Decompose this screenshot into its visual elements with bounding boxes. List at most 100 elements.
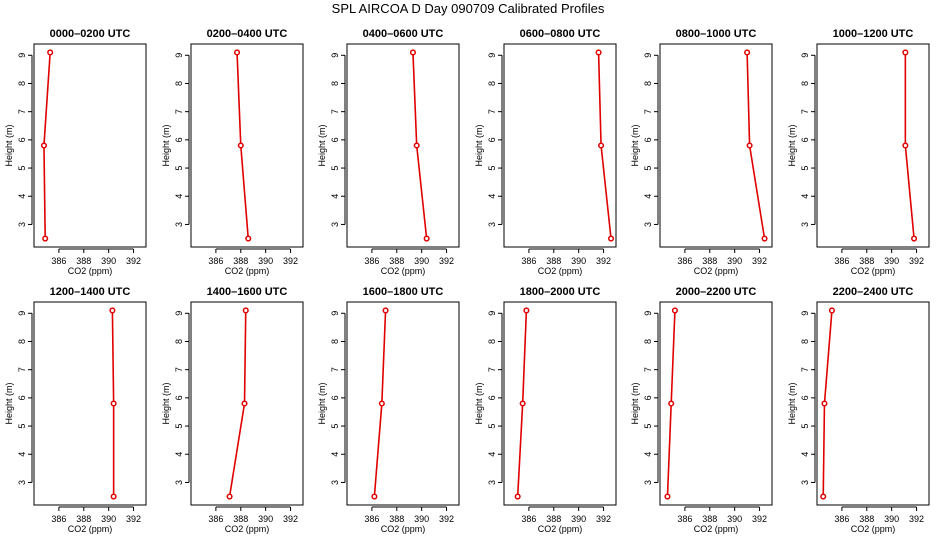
panel-title: 0600–0800 UTC <box>520 28 601 40</box>
x-tick-label: 392 <box>283 514 298 524</box>
x-axis-label: CO2 (ppm) <box>851 266 896 276</box>
plot-frame <box>33 301 147 506</box>
panel: 0600–0800 UTC 386 388 390 392 CO2 (ppm) 3 4 5 6 7 8… <box>474 28 617 276</box>
y-tick-label: 7 <box>174 109 184 114</box>
y-axis-label: Height (m) <box>474 124 484 166</box>
y-tick-label: 3 <box>800 480 810 485</box>
y-tick-label: 6 <box>174 395 184 400</box>
x-tick-label: 390 <box>414 256 429 266</box>
x-tick-label: 392 <box>596 514 611 524</box>
y-tick-label: 3 <box>800 222 810 227</box>
data-point <box>233 49 241 56</box>
y-tick-label: 9 <box>487 53 497 58</box>
y-tick-label: 6 <box>643 395 653 400</box>
y-axis-label: Height (m) <box>317 382 327 424</box>
data-point <box>744 49 751 56</box>
x-tick-label: 386 <box>834 514 849 524</box>
panel-title: 1600–1800 UTC <box>363 286 444 298</box>
y-tick-label: 5 <box>487 424 497 429</box>
x-tick-label: 392 <box>909 256 924 266</box>
y-tick-label: 3 <box>643 480 653 485</box>
y-tick-label: 8 <box>800 339 810 344</box>
x-tick-label: 386 <box>208 256 223 266</box>
panel-title: 2200–2400 UTC <box>833 286 914 298</box>
y-tick-label: 5 <box>17 166 27 171</box>
x-tick-label: 390 <box>101 514 116 524</box>
plot-frame <box>33 43 147 248</box>
y-tick-label: 9 <box>330 53 340 58</box>
y-tick-label: 5 <box>800 166 810 171</box>
x-tick-label: 392 <box>439 514 454 524</box>
x-tick-label: 390 <box>414 514 429 524</box>
y-tick-label: 3 <box>643 222 653 227</box>
y-tick-label: 5 <box>800 424 810 429</box>
y-tick-label: 4 <box>487 194 497 199</box>
y-tick-label: 8 <box>643 81 653 86</box>
y-tick-label: 9 <box>800 311 810 316</box>
data-point <box>242 307 249 314</box>
y-tick-label: 3 <box>174 480 184 485</box>
x-tick-label: 386 <box>51 514 66 524</box>
x-tick-label: 388 <box>859 256 874 266</box>
data-point <box>598 142 605 149</box>
x-tick-label: 386 <box>364 256 379 266</box>
data-point <box>607 235 615 242</box>
y-axis-label: Height (m) <box>630 382 640 424</box>
x-axis-label: CO2 (ppm) <box>694 266 739 276</box>
panel-title: 1800–2000 UTC <box>520 286 601 298</box>
y-tick-label: 7 <box>487 109 497 114</box>
y-axis-label: Height (m) <box>787 124 797 166</box>
y-tick-label: 5 <box>17 424 27 429</box>
panel: 0800–1000 UTC 386 388 390 392 CO2 (ppm) 3 4 5 6 7 8… <box>630 28 773 276</box>
panel: 1600–1800 UTC 386 388 390 392 CO2 (ppm) 3 4 5 6 7 8… <box>317 286 460 534</box>
x-axis-label: CO2 (ppm) <box>381 266 426 276</box>
y-tick-label: 9 <box>643 53 653 58</box>
y-tick-label: 8 <box>330 81 340 86</box>
y-tick-label: 4 <box>174 452 184 457</box>
x-tick-label: 388 <box>233 514 248 524</box>
panel-title: 1400–1600 UTC <box>207 286 288 298</box>
y-tick-label: 5 <box>487 166 497 171</box>
y-tick-label: 6 <box>174 137 184 142</box>
y-tick-label: 6 <box>17 137 27 142</box>
y-tick-label: 8 <box>17 81 27 86</box>
y-tick-label: 6 <box>17 395 27 400</box>
y-tick-label: 8 <box>487 81 497 86</box>
x-tick-label: 392 <box>752 256 767 266</box>
y-tick-label: 9 <box>643 311 653 316</box>
data-point <box>371 493 378 500</box>
data-point <box>595 49 602 56</box>
panel-title: 1000–1200 UTC <box>833 28 914 40</box>
x-tick-label: 390 <box>258 256 273 266</box>
data-point <box>382 307 389 314</box>
x-tick-label: 390 <box>884 514 899 524</box>
x-tick-label: 388 <box>702 514 717 524</box>
panel: 1400–1600 UTC 386 388 390 392 CO2 (ppm) 3 4 5 6 7 8… <box>161 286 304 534</box>
data-point <box>110 493 117 500</box>
y-tick-label: 4 <box>643 194 653 199</box>
x-tick-label: 392 <box>439 256 454 266</box>
plot-frame <box>346 43 460 248</box>
y-tick-label: 9 <box>800 53 810 58</box>
x-axis-label: CO2 (ppm) <box>68 266 113 276</box>
y-tick-label: 3 <box>17 480 27 485</box>
data-point <box>828 307 835 314</box>
x-tick-label: 388 <box>389 256 404 266</box>
panel: 2000–2200 UTC 386 388 390 392 CO2 (ppm) 3 4 5 6 7 8… <box>630 286 773 534</box>
data-point <box>664 493 671 500</box>
y-tick-label: 8 <box>643 339 653 344</box>
data-point <box>902 49 909 56</box>
y-tick-label: 3 <box>487 222 497 227</box>
panel-title: 2000–2200 UTC <box>676 286 757 298</box>
y-tick-label: 5 <box>643 166 653 171</box>
data-point <box>911 235 918 242</box>
data-point <box>423 235 430 242</box>
x-axis-label: CO2 (ppm) <box>538 266 583 276</box>
plot-frame <box>816 301 930 506</box>
y-tick-label: 5 <box>330 166 340 171</box>
x-tick-label: 386 <box>51 256 66 266</box>
x-axis-label: CO2 (ppm) <box>538 524 583 534</box>
y-tick-label: 6 <box>800 137 810 142</box>
x-tick-label: 390 <box>101 256 116 266</box>
